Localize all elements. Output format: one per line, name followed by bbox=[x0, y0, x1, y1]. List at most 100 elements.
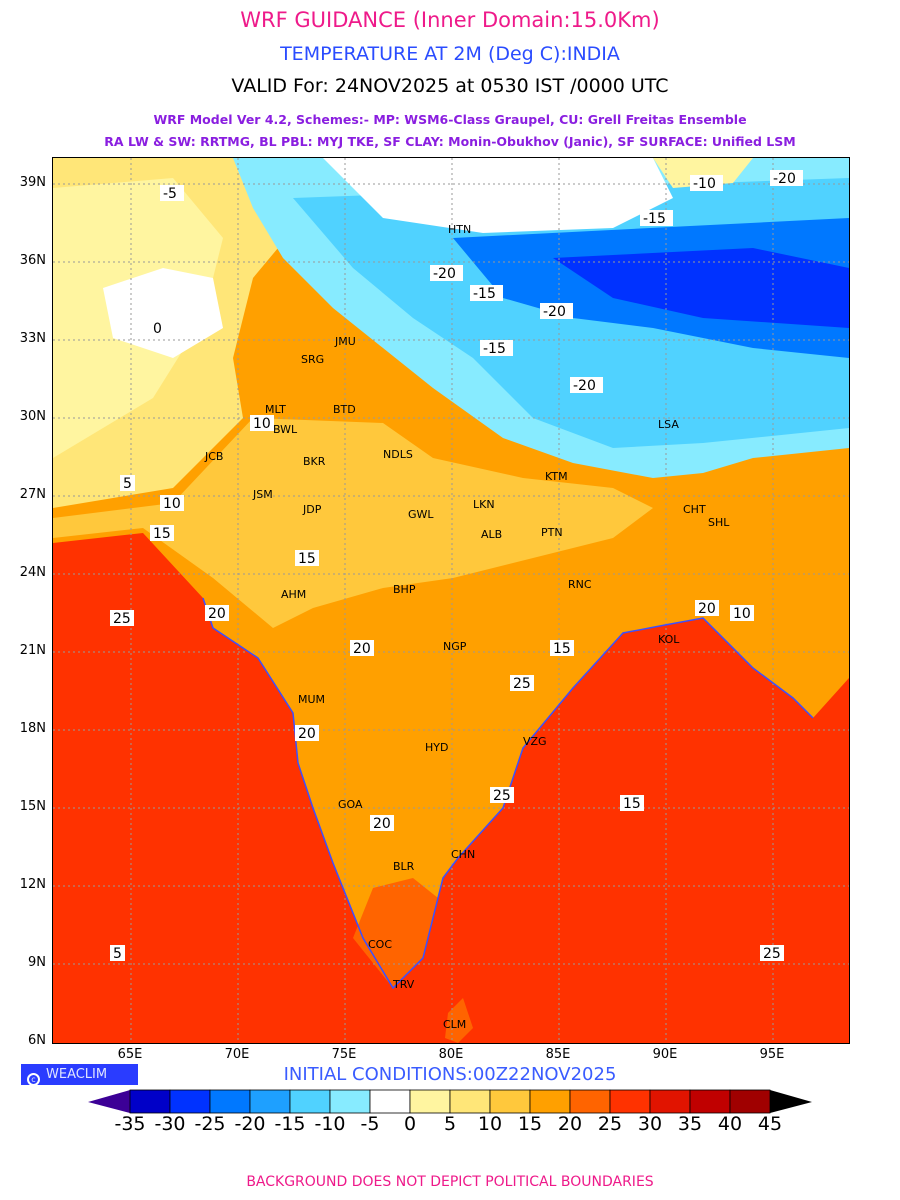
contour-label-bg bbox=[690, 175, 723, 191]
chart-title: WRF GUIDANCE (Inner Domain:15.0Km) bbox=[240, 8, 660, 32]
lat-tick-label: 12N bbox=[19, 877, 46, 892]
contour-label-bg bbox=[550, 640, 574, 656]
colorbar-under-arrow bbox=[88, 1090, 130, 1113]
contour-label-bg bbox=[570, 377, 603, 393]
coastline bbox=[202, 597, 814, 990]
lon-tick-label: 85E bbox=[545, 1047, 571, 1062]
city-label: GWL bbox=[408, 508, 434, 521]
colorbar-swatch bbox=[729, 1089, 771, 1114]
contour-label: 15 bbox=[553, 641, 571, 657]
city-label: JCB bbox=[204, 450, 223, 463]
lat-tick-label: 21N bbox=[19, 643, 46, 658]
contour-label: 15 bbox=[623, 796, 641, 812]
colorbar-label: 30 bbox=[637, 1113, 663, 1135]
city-label: SRG bbox=[301, 353, 324, 366]
lat-tick-label: 15N bbox=[19, 799, 46, 814]
city-label: CHT bbox=[683, 503, 706, 516]
contour-label: 5 bbox=[123, 476, 132, 492]
map-canvas: HTN SRG JMU MLT BWL BTD NDLS BKR JSM JDP JCB GWL LKN… bbox=[53, 158, 849, 1043]
colorbar-swatch bbox=[249, 1089, 291, 1114]
contour-label-bg bbox=[470, 285, 503, 301]
city-label: TRV bbox=[392, 978, 415, 991]
contour-label: 10 bbox=[163, 496, 181, 512]
colorbar-swatch bbox=[689, 1089, 731, 1114]
lat-tick-label: 36N bbox=[19, 253, 46, 268]
city-label: LKN bbox=[473, 498, 495, 511]
colorbar-label: -10 bbox=[314, 1113, 346, 1135]
initial-conditions: INITIAL CONDITIONS:00Z22NOV2025 bbox=[283, 1064, 617, 1085]
colorbar-label: -35 bbox=[114, 1113, 146, 1135]
contour-label: 15 bbox=[298, 551, 316, 567]
colorbar-label: 5 bbox=[443, 1113, 457, 1135]
plains-cool bbox=[53, 418, 653, 628]
city-label: AHM bbox=[281, 588, 306, 601]
contour-label-bg bbox=[540, 303, 573, 319]
colorbar-label: -20 bbox=[234, 1113, 266, 1135]
contour-label-bg bbox=[730, 605, 754, 621]
contour-label-bg bbox=[295, 725, 319, 741]
lat-tick-label: 6N bbox=[28, 1033, 46, 1048]
lon-tick-label: 95E bbox=[759, 1047, 785, 1062]
contour-label-bg bbox=[430, 265, 463, 281]
colorbar-swatch bbox=[449, 1089, 491, 1114]
contour-label-bg bbox=[110, 945, 125, 961]
contour-label-bg bbox=[640, 210, 673, 226]
afghan-white bbox=[103, 268, 223, 358]
tibet-extreme-cold bbox=[553, 248, 849, 328]
contour-label: 20 bbox=[373, 816, 391, 832]
contour-label-bg bbox=[350, 640, 374, 656]
colorbar-label: 45 bbox=[757, 1113, 783, 1135]
city-label: JMU bbox=[334, 335, 356, 348]
contour-label-bg bbox=[620, 795, 644, 811]
contour-label-bg bbox=[490, 787, 514, 803]
contour-label-bg bbox=[510, 675, 534, 691]
city-label: VZG bbox=[523, 735, 547, 748]
city-label: BHP bbox=[393, 583, 416, 596]
colorbar-label: 40 bbox=[717, 1113, 743, 1135]
colorbar-swatch bbox=[489, 1089, 531, 1114]
city-label: BWL bbox=[273, 423, 298, 436]
contour-label-bg bbox=[480, 340, 513, 356]
city-label: MUM bbox=[298, 693, 325, 706]
contour-label-bg bbox=[150, 320, 165, 336]
contour-label: -20 bbox=[573, 378, 596, 394]
colorbar-swatch bbox=[129, 1089, 171, 1114]
contour-label: 25 bbox=[513, 676, 531, 692]
city-label: BKR bbox=[303, 455, 326, 468]
lon-tick-label: 65E bbox=[117, 1047, 143, 1062]
contour-label: -20 bbox=[773, 171, 796, 187]
contour-label: 20 bbox=[298, 726, 316, 742]
city-label: CHN bbox=[451, 848, 475, 861]
colorbar-label: 25 bbox=[597, 1113, 623, 1135]
contour-label: -20 bbox=[433, 266, 456, 282]
contour-label: 25 bbox=[493, 788, 511, 804]
colorbar bbox=[88, 1089, 812, 1114]
colorbar-label: -5 bbox=[360, 1113, 380, 1135]
contour-label-bg bbox=[770, 170, 803, 186]
city-label: KTM bbox=[545, 470, 568, 483]
contour-label: 20 bbox=[353, 641, 371, 657]
colorbar-swatch bbox=[209, 1089, 251, 1114]
contour-label: 25 bbox=[763, 946, 781, 962]
city-label: JDP bbox=[302, 503, 322, 516]
city-label: KOL bbox=[658, 633, 680, 646]
model-info-line2: RA LW & SW: RRTMG, BL PBL: MYJ TKE, SF C… bbox=[104, 134, 796, 149]
contour-label: 10 bbox=[733, 606, 751, 622]
contour-label-bg bbox=[120, 475, 135, 491]
city-label: SHL bbox=[708, 516, 730, 529]
lon-tick-label: 75E bbox=[331, 1047, 357, 1062]
colorbar-swatch bbox=[369, 1089, 411, 1114]
colorbar-label: 15 bbox=[517, 1113, 543, 1135]
city-label: CLM bbox=[443, 1018, 466, 1031]
contour-label-bg bbox=[160, 185, 184, 201]
contour-label-bg bbox=[295, 550, 319, 566]
contour-label-bg bbox=[370, 815, 394, 831]
model-info-line1: WRF Model Ver 4.2, Schemes:- MP: WSM6-Cl… bbox=[153, 112, 747, 127]
contour-label: -15 bbox=[473, 286, 496, 302]
contour-label: 10 bbox=[253, 416, 271, 432]
colorbar-label: -25 bbox=[194, 1113, 226, 1135]
colorbar-swatch bbox=[169, 1089, 211, 1114]
contour-label: 20 bbox=[208, 606, 226, 622]
logo-text: WEACLIM bbox=[46, 1067, 108, 1082]
